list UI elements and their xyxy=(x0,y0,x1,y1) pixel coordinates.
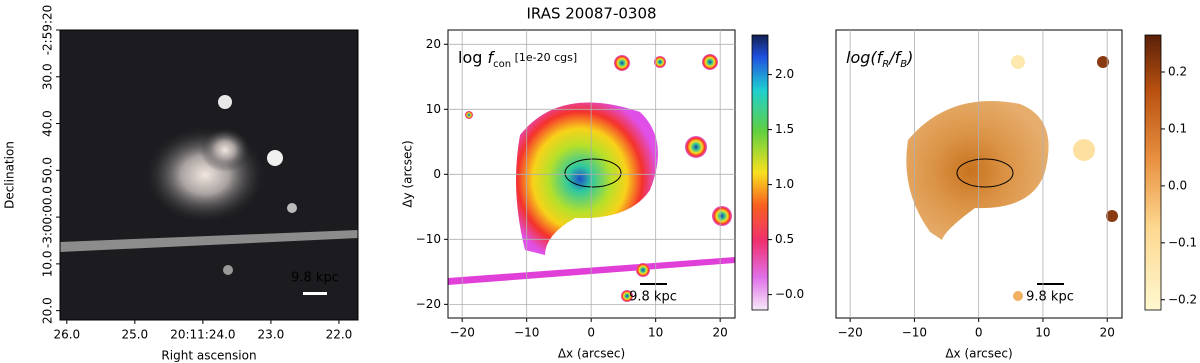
colorbar-tick-label: −0.0 xyxy=(775,287,804,301)
x-tick-label: −20 xyxy=(450,326,475,340)
y-tick-label: 20 xyxy=(426,37,441,51)
x-axis-label: Right ascension xyxy=(161,349,256,363)
x-tick-label: −10 xyxy=(902,326,927,340)
x-tick-label: 25.0 xyxy=(121,328,148,342)
y-tick-label: 50.0 xyxy=(41,157,55,184)
annotation: log(fR/fB) xyxy=(846,48,913,70)
scale-label: 9.8 kpc xyxy=(291,271,339,286)
x-tick-label: −10 xyxy=(514,326,539,340)
y-tick-label: 0 xyxy=(433,167,441,181)
x-tick-label: 23.0 xyxy=(258,328,285,342)
annotation-part: /f xyxy=(887,48,902,67)
x-tick-label: 26.0 xyxy=(53,328,80,342)
colorbar-tick-label: 0.1 xyxy=(1168,121,1187,135)
plot-frame xyxy=(59,29,359,321)
y-tick-label: −20 xyxy=(416,297,441,311)
y-tick-label: 30.0 xyxy=(41,63,55,90)
y-axis-label: Declination xyxy=(3,141,17,209)
x-axis-label: Δx (arcsec) xyxy=(558,347,625,361)
annotation-part: con xyxy=(493,59,511,70)
x-tick-label: 10 xyxy=(648,326,663,340)
annotation-part: log xyxy=(458,48,487,67)
colorbar xyxy=(1144,34,1162,311)
y-tick-label: 10 xyxy=(426,102,441,116)
x-axis-label: Δx (arcsec) xyxy=(945,347,1012,361)
scale-label: 9.8 kpc xyxy=(1026,290,1074,305)
y-tick-label: 40.0 xyxy=(41,110,55,137)
x-tick-label: 20 xyxy=(713,326,728,340)
x-tick-label: 22.0 xyxy=(326,328,353,342)
x-tick-label: −20 xyxy=(837,326,862,340)
colorbar-tick-label: 0.5 xyxy=(775,232,794,246)
annotation-part: f xyxy=(487,48,495,67)
annotation-part: R xyxy=(882,59,889,70)
x-tick-label: 20 xyxy=(1100,326,1115,340)
colorbar-tick-label: −0.2 xyxy=(1168,292,1197,306)
scale-label: 9.8 kpc xyxy=(629,290,677,305)
annotation-part: log(f xyxy=(846,48,885,67)
y-tick-label: −10 xyxy=(416,232,441,246)
y-tick-label: -2:59:20 xyxy=(41,5,55,56)
rgb-image xyxy=(60,30,358,320)
chart-title: IRAS 20087-0308 xyxy=(526,5,656,23)
y-axis-label: Δy (arcsec) xyxy=(401,140,415,207)
y-tick-label: 20.0 xyxy=(41,297,55,324)
colorbar-tick-label: −0.1 xyxy=(1168,235,1197,249)
colorbar-tick-label: 0.2 xyxy=(1168,65,1187,79)
colorbar-tick-label: 1.0 xyxy=(775,177,794,191)
x-tick-label: 0 xyxy=(587,326,595,340)
y-tick-label: 10.0 xyxy=(41,251,55,278)
annotation-part: ) xyxy=(906,48,913,67)
colorbar-tick-label: 2.0 xyxy=(775,67,794,81)
colorbar-tick-label: 1.5 xyxy=(775,122,794,136)
colorbar-tick-label: 0.0 xyxy=(1168,178,1187,192)
colorbar xyxy=(751,34,769,311)
annotation-part: B xyxy=(900,59,907,70)
annotation: log fcon [1e-20 cgs] xyxy=(458,48,577,70)
y-tick-label: -3:00:00.0 xyxy=(41,186,55,248)
color-ratio-image xyxy=(906,55,1118,301)
annotation-part: [1e-20 cgs] xyxy=(511,51,577,64)
x-tick-label: 0 xyxy=(975,326,983,340)
x-tick-label: 20:11:24.0 xyxy=(170,328,235,342)
x-tick-label: 10 xyxy=(1035,326,1050,340)
